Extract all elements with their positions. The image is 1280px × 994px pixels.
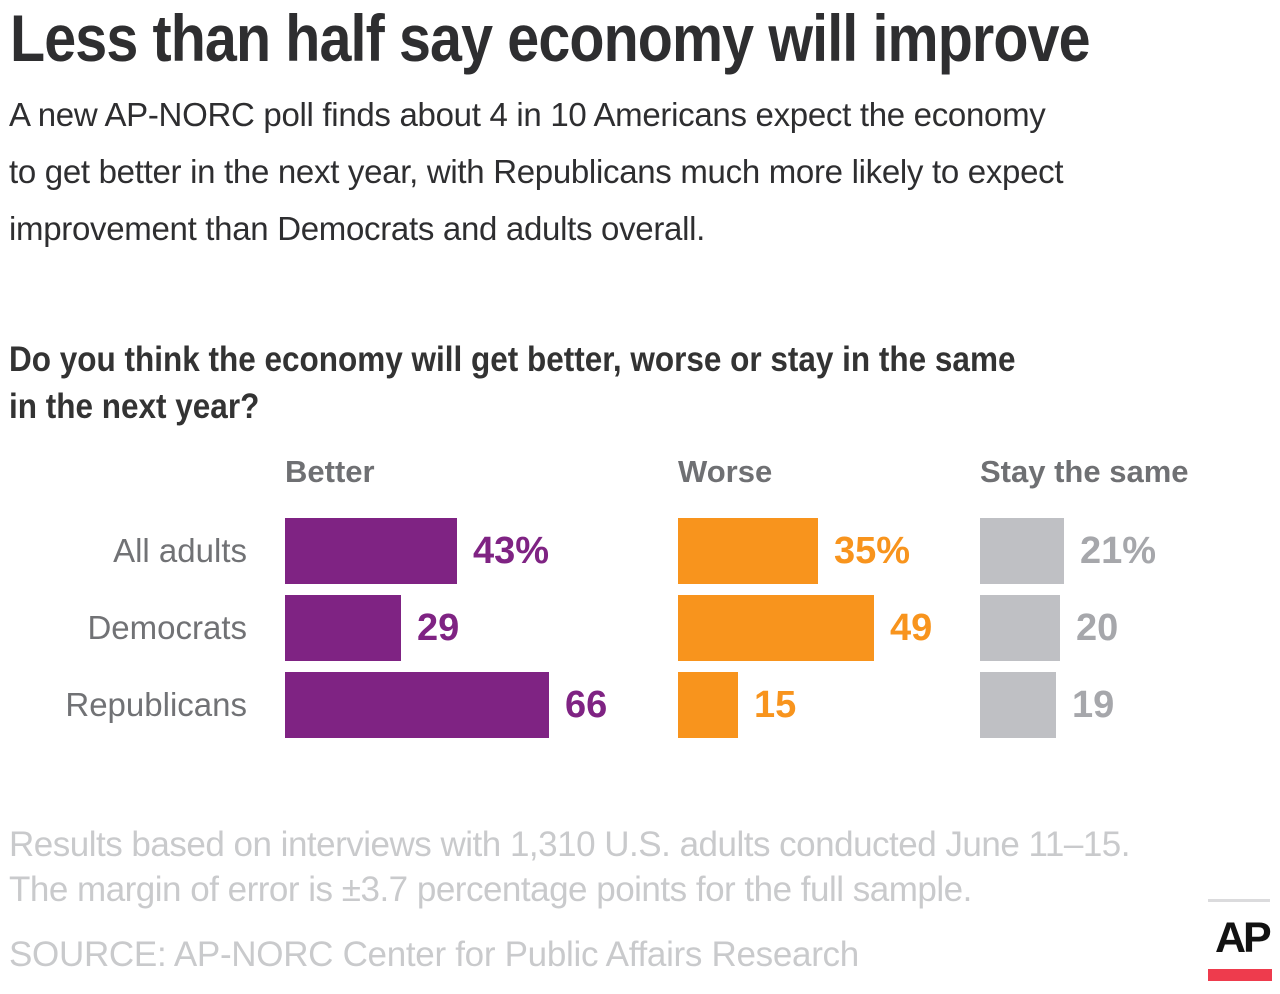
ap-logo-rule (1208, 899, 1270, 902)
ap-logo-red-bar (1208, 969, 1272, 981)
series-header-better: Better (285, 454, 375, 489)
bar-stay-the-same-democrats (980, 595, 1060, 661)
bar-worse-democrats (678, 595, 874, 661)
source-line: SOURCE: AP-NORC Center for Public Affair… (9, 935, 859, 974)
bar-stay-the-same-all-adults (980, 518, 1064, 584)
question-line: in the next year? (9, 387, 260, 426)
bar-worse-republicans (678, 672, 738, 738)
chart: Better Worse Stay the same All adults 43% 35%… (0, 455, 1280, 755)
category-label-all-adults: All adults (113, 532, 247, 569)
value-label-worse-all-adults: 35% (834, 530, 911, 572)
bar-better-all-adults (285, 518, 457, 584)
value-label-better-democrats: 29 (417, 607, 460, 649)
value-label-better-all-adults: 43% (473, 530, 550, 572)
footnote-line: The margin of error is ±3.7 percentage p… (9, 870, 972, 909)
value-label-stay-the-same-democrats: 20 (1076, 607, 1119, 649)
bar-stay-the-same-republicans (980, 672, 1056, 738)
value-label-worse-republicans: 15 (754, 684, 797, 726)
subtitle: A new AP-NORC poll finds about 4 in 10 A… (9, 86, 1064, 257)
value-label-stay-the-same-republicans: 19 (1072, 684, 1115, 726)
question-line: Do you think the economy will get better… (9, 340, 1016, 379)
series-header-worse: Worse (678, 454, 773, 489)
subtitle-line: A new AP-NORC poll finds about 4 in 10 A… (9, 96, 1046, 133)
value-label-stay-the-same-all-adults: 21% (1080, 530, 1157, 572)
category-label-republicans: Republicans (65, 686, 247, 723)
bar-better-democrats (285, 595, 401, 661)
chart-question: Do you think the economy will get better… (9, 336, 1015, 430)
value-label-better-republicans: 66 (565, 684, 608, 726)
page-title: Less than half say economy will improve (10, 1, 1091, 75)
subtitle-line: to get better in the next year, with Rep… (9, 153, 1064, 190)
bar-worse-all-adults (678, 518, 818, 584)
category-label-democrats: Democrats (87, 609, 247, 646)
subtitle-line: improvement than Democrats and adults ov… (9, 210, 706, 247)
bar-better-republicans (285, 672, 549, 738)
series-header-stay-the-same: Stay the same (980, 454, 1189, 489)
footnote: Results based on interviews with 1,310 U… (9, 822, 1131, 912)
footnote-line: Results based on interviews with 1,310 U… (9, 825, 1131, 864)
value-label-worse-democrats: 49 (890, 607, 933, 649)
ap-logo-text: AP (1215, 914, 1272, 962)
ap-logo: AP (1208, 899, 1272, 981)
